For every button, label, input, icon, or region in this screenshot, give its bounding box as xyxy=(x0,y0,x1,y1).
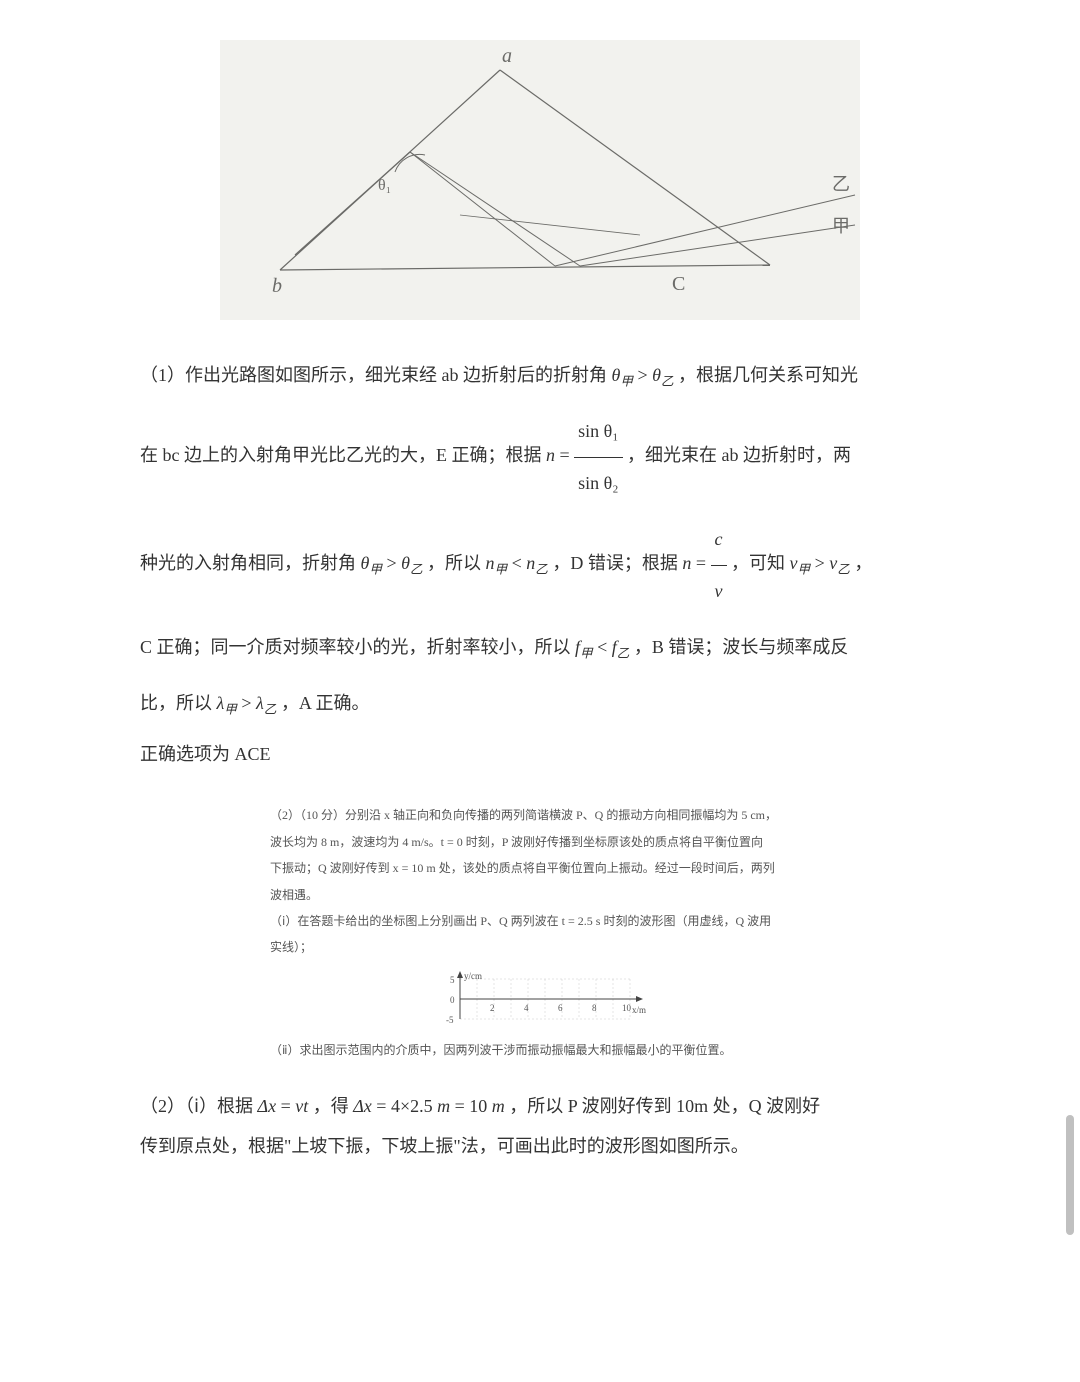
fraction-1: sin θ₁ sin θ₂ xyxy=(574,406,622,508)
text: （1）作出光路图如图所示，细光束经 ab 边折射后的折射角 xyxy=(140,365,607,385)
p2-line: 波相遇。 xyxy=(270,882,810,908)
solution-para-2: 在 bc 边上的入射角甲光比乙光的大，E 正确；根据 n = sin θ₁ si… xyxy=(140,406,940,508)
prism-svg: a b C θ₁ 乙 甲 xyxy=(220,40,860,320)
angle-label: θ₁ xyxy=(378,177,391,194)
svg-text:10: 10 xyxy=(622,1003,632,1013)
svg-text:4: 4 xyxy=(524,1003,529,1013)
problem-2-block: （2）（10 分）分别沿 x 轴正向和负向传播的两列简谐横波 P、Q 的振动方向… xyxy=(270,802,810,1063)
apex-label: a xyxy=(502,45,512,67)
p2-line: 实线）； xyxy=(270,934,810,960)
svg-text:6: 6 xyxy=(558,1003,563,1013)
svg-text:0: 0 xyxy=(450,995,455,1005)
svg-text:5: 5 xyxy=(450,975,455,985)
ray-yi-label: 乙 xyxy=(832,174,850,194)
svg-text:y/cm: y/cm xyxy=(464,971,482,981)
scrollbar[interactable] xyxy=(1066,0,1074,1382)
solution-para-4: C 正确；同一介质对频率较小的光，折射率较小，所以 f甲 < f乙 ，B 错误；… xyxy=(140,622,940,672)
right-label: C xyxy=(672,273,685,295)
p2-line: （ⅰ）在答题卡给出的坐标图上分别画出 P、Q 两列波在 t = 2.5 s 时刻… xyxy=(270,908,810,934)
p2-line: （2）（10 分）分别沿 x 轴正向和负向传播的两列简谐横波 P、Q 的振动方向… xyxy=(270,802,810,828)
solution-2-para: （2）（ⅰ）根据 Δx = vt ，得 Δx = 4×2.5 m = 10 m … xyxy=(140,1087,940,1166)
solution-para-3: 种光的入射角相同，折射角 θ甲 > θ乙 ，所以 n甲 < n乙 ，D 错误；根… xyxy=(140,514,940,616)
ray-jia-label: 甲 xyxy=(832,216,850,236)
svg-text:x/m: x/m xyxy=(632,1005,646,1015)
svg-text:-5: -5 xyxy=(446,1015,454,1025)
p2-line: 下振动；Q 波刚好传到 x = 10 m 处，该处的质点将自平衡位置向上振动。经… xyxy=(270,855,810,881)
solution-para-1: （1）作出光路图如图所示，细光束经 ab 边折射后的折射角 θ甲 > θ乙 ，根… xyxy=(140,350,940,400)
svg-text:8: 8 xyxy=(592,1003,597,1013)
scrollbar-thumb[interactable] xyxy=(1066,1115,1074,1235)
p2-line: （ⅱ）求出图示范围内的介质中，因两列波干涉而振动振幅最大和振幅最小的平衡位置。 xyxy=(270,1037,810,1063)
fraction-2: c v xyxy=(711,514,727,616)
left-label: b xyxy=(272,275,282,297)
svg-text:2: 2 xyxy=(490,1003,495,1013)
prism-diagram: a b C θ₁ 乙 甲 xyxy=(220,40,860,320)
solution-para-5: 比，所以 λ甲 > λ乙 ，A 正确。 xyxy=(140,678,940,728)
answer-line: 正确选项为 ACE xyxy=(140,735,940,775)
mini-coordinate-graph: y/cm 5 0 -5 2 4 6 8 10 x/m xyxy=(430,969,650,1029)
p2-line: 波长均为 8 m，波速均为 4 m/s。t = 0 时刻，P 波刚好传播到坐标原… xyxy=(270,829,810,855)
